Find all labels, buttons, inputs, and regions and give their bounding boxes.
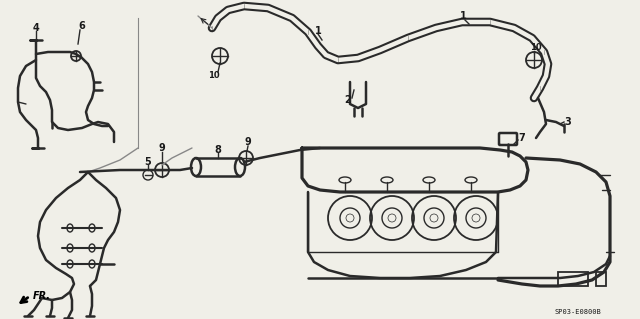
Text: 9: 9 xyxy=(244,137,252,147)
Bar xyxy=(596,272,606,286)
Text: FR.: FR. xyxy=(33,291,51,301)
Text: 10: 10 xyxy=(530,43,542,53)
Text: SP03-E0800B: SP03-E0800B xyxy=(555,309,602,315)
Text: 6: 6 xyxy=(79,21,85,31)
Bar xyxy=(558,272,588,286)
Text: 2: 2 xyxy=(344,95,351,105)
Text: 1: 1 xyxy=(315,26,321,36)
Text: 8: 8 xyxy=(214,145,221,155)
Text: 5: 5 xyxy=(145,157,152,167)
Text: 10: 10 xyxy=(208,70,220,79)
Text: 9: 9 xyxy=(159,143,165,153)
Text: 7: 7 xyxy=(518,133,525,143)
Text: 3: 3 xyxy=(564,117,572,127)
Text: 4: 4 xyxy=(33,23,40,33)
Text: 1: 1 xyxy=(460,11,467,21)
